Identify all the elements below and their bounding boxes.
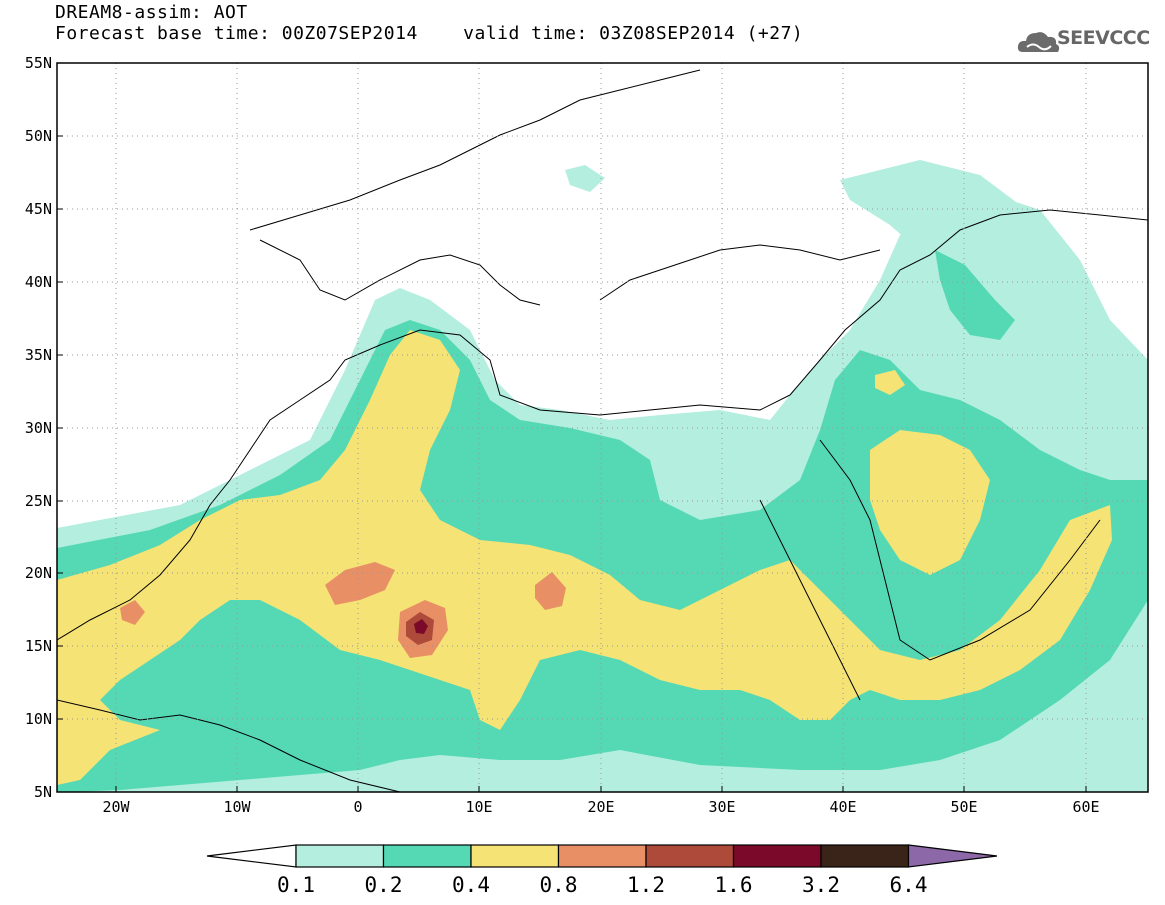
- colorbar-over-arrow: [907, 844, 998, 868]
- lat-label-55n: 55N: [25, 54, 52, 72]
- lat-label-10n: 10N: [25, 710, 52, 728]
- colorbar-label-0-1: 0.1: [277, 873, 315, 897]
- lon-label-40e: 40E: [829, 798, 856, 816]
- colorbar-bin-1-2: [645, 844, 735, 868]
- lon-label-60e: 60E: [1072, 798, 1099, 816]
- aot-band-0-4: [57, 330, 1112, 785]
- lat-label-5n: 5N: [34, 783, 52, 801]
- lon-label-10w: 10W: [223, 798, 251, 816]
- lon-label-0: 0: [353, 798, 362, 816]
- aot-band-0-4-arabia: [870, 430, 990, 575]
- graticule: [57, 63, 1148, 792]
- lon-labels: 20W 10W 0 10E 20E 30E 40E 50E 60E: [102, 798, 1099, 816]
- lat-labels: 55N 50N 45N 40N 35N 30N 25N 20N 15N 10N …: [25, 54, 52, 801]
- aot-band-0-8-d: [120, 600, 145, 625]
- map-title: DREAM8-assim: AOT: [55, 2, 248, 23]
- aot-band-1-6: [414, 619, 428, 634]
- lon-label-20e: 20E: [587, 798, 614, 816]
- lat-label-35n: 35N: [25, 346, 52, 364]
- colorbar-label-0-2: 0.2: [365, 873, 403, 897]
- tick-marks: [57, 62, 1087, 792]
- lat-label-40n: 40N: [25, 273, 52, 291]
- colorbar-bin-0-2: [382, 844, 472, 868]
- aot-band-0-4-iraq: [875, 370, 905, 395]
- forecast-base-time: Forecast base time: 00Z07SEP2014: [55, 23, 418, 44]
- lat-label-25n: 25N: [25, 492, 52, 510]
- valid-time: valid time: 03Z08SEP2014 (+27): [463, 23, 804, 44]
- forecast-time-line: Forecast base time: 00Z07SEP2014 valid t…: [55, 23, 803, 44]
- colorbar-label-0-4: 0.4: [452, 873, 490, 897]
- colorbar-label-3-2: 3.2: [802, 873, 840, 897]
- colorbar-bin-0-1: [295, 844, 385, 868]
- colorbar-label-1-6: 1.6: [715, 873, 753, 897]
- colorbar-under-arrow: [206, 844, 297, 868]
- colorbar: 0.1 0.2 0.4 0.8 1.2 1.6 3.2 6.4: [206, 844, 998, 897]
- lat-label-30n: 30N: [25, 419, 52, 437]
- aot-field: [57, 160, 1148, 792]
- aot-band-0-1-caspian: [840, 160, 1070, 350]
- lon-label-20w: 20W: [102, 798, 130, 816]
- colorbar-label-0-8: 0.8: [540, 873, 578, 897]
- colorbar-bin-3-2: [820, 844, 910, 868]
- aot-band-0-1-europe: [565, 165, 605, 192]
- cloud-icon: [1017, 32, 1060, 52]
- aot-band-0-8-c: [535, 572, 566, 610]
- coastlines: [57, 69, 1148, 792]
- colorbar-label-1-2: 1.2: [627, 873, 665, 897]
- colorbar-bin-0-4: [470, 844, 560, 868]
- lat-label-20n: 20N: [25, 564, 52, 582]
- lon-label-10e: 10E: [465, 798, 492, 816]
- aot-band-0-2-caspian: [935, 250, 1015, 340]
- lat-label-45n: 45N: [25, 200, 52, 218]
- lon-label-50e: 50E: [950, 798, 977, 816]
- lon-label-30e: 30E: [708, 798, 735, 816]
- colorbar-bin-0-8: [557, 844, 647, 868]
- logo-text: SEEVCCC: [1057, 27, 1150, 49]
- colorbar-bin-1-6: [732, 844, 822, 868]
- colorbar-label-6-4: 6.4: [890, 873, 928, 897]
- lat-label-50n: 50N: [25, 127, 52, 145]
- lat-label-15n: 15N: [25, 637, 52, 655]
